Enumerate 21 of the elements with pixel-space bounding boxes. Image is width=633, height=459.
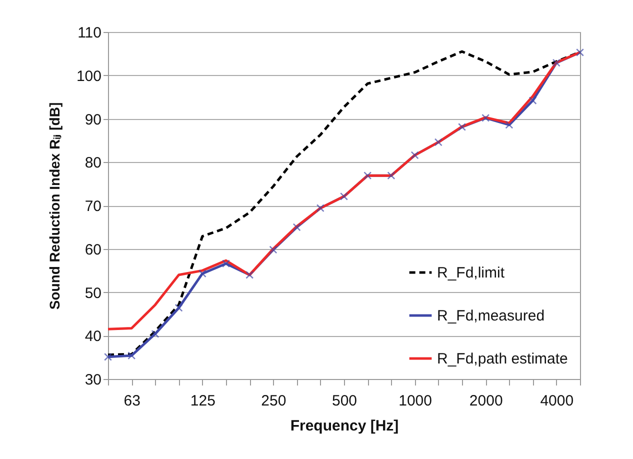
y-tick-label: 70	[84, 198, 102, 215]
y-tick-label: 100	[76, 68, 102, 85]
x-tick-label: 250	[261, 392, 286, 410]
y-tick-label: 60	[84, 241, 102, 258]
y-tick-label: 110	[78, 24, 102, 42]
y-tick-label: 50	[84, 284, 102, 302]
x-tick-label: 63	[124, 392, 140, 410]
x-tick-label: 125	[190, 392, 216, 410]
y-tick-label: 80	[84, 154, 102, 172]
y-tick-label: 40	[84, 328, 102, 346]
legend-label: R_Fd,path estimate	[437, 350, 568, 368]
x-tick-label: 1000	[398, 392, 432, 410]
x-tick-label: 4000	[540, 392, 574, 410]
legend-label: R_Fd,measured	[437, 308, 545, 324]
x-axis-title: Frequency [Hz]	[290, 418, 399, 434]
legend-label: R_Fd,limit	[437, 264, 506, 282]
x-tick-label: 2000	[469, 392, 503, 410]
x-tick-label: 500	[332, 392, 358, 410]
y-tick-label: 90	[84, 111, 102, 128]
y-axis-title: Sound Reduction Index Rᵢⱼ [dB]	[46, 102, 62, 310]
y-tick-label: 30	[84, 372, 102, 388]
